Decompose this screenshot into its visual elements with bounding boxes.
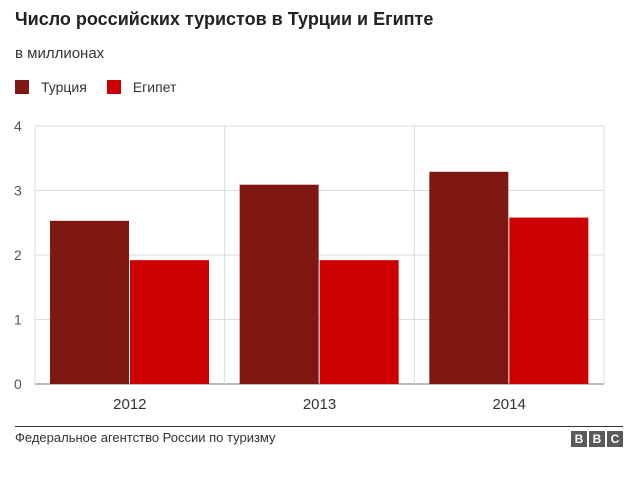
y-tick-label-3: 3 <box>14 183 22 199</box>
x-tick-label-2013: 2013 <box>303 396 336 413</box>
x-tick-label-2012: 2012 <box>113 396 146 413</box>
chart-title: Число российских туристов в Турции и Еги… <box>15 9 434 29</box>
source-note: Федеральное агентство России по туризму <box>15 430 276 445</box>
legend-item-turkey: Турция <box>15 79 87 95</box>
y-tick-label-1: 1 <box>14 312 22 328</box>
bar-turkey-2014 <box>429 171 509 384</box>
bar-egypt-2012 <box>130 260 209 384</box>
y-tick-label-0: 0 <box>14 376 22 392</box>
footer-divider <box>15 426 623 427</box>
y-tick-label-4: 4 <box>14 118 22 134</box>
bbc-logo-b1: B <box>571 431 587 447</box>
legend-swatch-turkey <box>15 80 29 94</box>
bar-turkey-2013 <box>239 184 319 384</box>
bbc-logo-b2: B <box>589 431 605 447</box>
bar-egypt-2013 <box>319 260 399 384</box>
bbc-logo: B B C <box>569 431 623 447</box>
legend-label-egypt: Египет <box>132 79 177 95</box>
legend-item-egypt: Египет <box>106 79 177 95</box>
x-tick-label-2014: 2014 <box>492 396 525 413</box>
bar-chart: 0 1 2 3 4 2012 2013 2014 <box>14 118 605 413</box>
y-tick-label-2: 2 <box>14 247 22 263</box>
legend: Турция Египет <box>15 79 196 95</box>
legend-label-turkey: Турция <box>41 79 87 95</box>
bar-egypt-2014 <box>509 217 589 384</box>
bar-turkey-2012 <box>50 220 129 384</box>
legend-swatch-egypt <box>106 80 121 94</box>
chart-subtitle: в миллионах <box>15 45 105 62</box>
bbc-logo-c: C <box>607 431 623 447</box>
